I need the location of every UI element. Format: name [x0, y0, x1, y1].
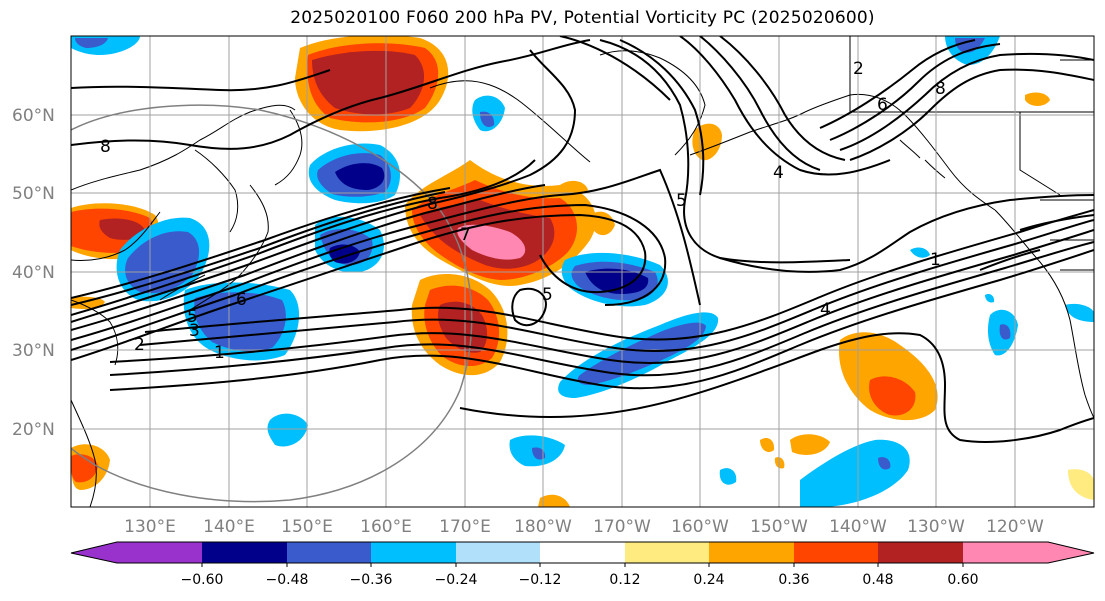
contour-label: 8 [935, 79, 946, 99]
pv-contours [71, 36, 1094, 443]
colorbar-segment [287, 542, 371, 563]
lon-label: 120°W [986, 517, 1044, 537]
map-frame [70, 35, 1095, 508]
colorbar-tick-label: 0.36 [778, 572, 809, 588]
colorbar: −0.60 −0.48 −0.36 −0.24 −0.12 0.12 0.24 … [70, 541, 1095, 588]
coastlines [71, 36, 1094, 507]
lon-label: 160°E [360, 517, 412, 537]
colorbar-segment [794, 542, 878, 563]
colorbar-over-triangle [1048, 542, 1094, 563]
contour-label: 4 [773, 163, 784, 183]
lon-label: 150°W [750, 517, 808, 537]
colorbar-under-triangle [71, 542, 117, 563]
map-title: 2025020100 F060 200 hPa PV, Potential Vo… [290, 8, 875, 28]
longitude-labels: 130°E 140°E 150°E 160°E 170°E 180°W 170°… [124, 517, 1044, 537]
lon-label: 130°E [124, 517, 176, 537]
contour-label: 4 [820, 300, 831, 320]
contour-labels: 8 8 7 6 5 3 2 1 5 5 4 4 2 6 8 1 [100, 59, 946, 363]
colorbar-segment [709, 542, 794, 563]
colorbar-tick-label: 0.48 [862, 572, 893, 588]
lat-label: 40°N [12, 263, 55, 283]
colorbar-segment [540, 542, 625, 563]
contour-label: 2 [134, 335, 145, 355]
contour-label: 8 [427, 194, 438, 214]
contour-label: 6 [236, 290, 247, 310]
contour-label: 1 [214, 343, 225, 363]
colorbar-tick-label: −0.12 [519, 572, 562, 588]
colorbar-tick-label: 0.12 [609, 572, 640, 588]
contour-label: 8 [100, 137, 111, 157]
lon-label: 130°W [907, 517, 965, 537]
lat-label: 50°N [12, 184, 55, 204]
colorbar-segment [117, 542, 202, 563]
latitude-labels: 60°N 50°N 40°N 30°N 20°N [12, 106, 55, 440]
colorbar-outline [70, 541, 1095, 564]
colorbar-tick-label: −0.48 [266, 572, 309, 588]
lon-label: 180°W [514, 517, 572, 537]
lon-label: 170°E [439, 517, 491, 537]
colorbar-segment [963, 542, 1048, 563]
contour-label: 7 [460, 225, 471, 245]
lon-label: 140°E [203, 517, 255, 537]
map-area: 8 8 7 6 5 3 2 1 5 5 4 4 2 6 8 1 [71, 36, 1094, 507]
colorbar-tick-label: 0.60 [947, 572, 978, 588]
contour-label: 2 [853, 59, 864, 79]
lon-label: 160°W [671, 517, 729, 537]
colorbar-tick-label: −0.24 [435, 572, 478, 588]
contour-label: 5 [676, 191, 687, 211]
contour-label: 5 [542, 285, 553, 305]
colorbar-tick-label: −0.60 [181, 572, 224, 588]
reference-circle [71, 104, 473, 503]
contour-label: 1 [930, 250, 941, 270]
lon-label: 140°W [829, 517, 887, 537]
contour-label: 6 [877, 95, 888, 115]
lat-label: 20°N [12, 420, 55, 440]
colorbar-segment [878, 542, 963, 563]
colorbar-segment [625, 542, 709, 563]
colorbar-tick-label: 0.24 [693, 572, 724, 588]
contour-label: 3 [189, 321, 200, 341]
lon-label: 150°E [281, 517, 333, 537]
lon-label: 170°W [593, 517, 651, 537]
lat-label: 30°N [12, 341, 55, 361]
colorbar-segment [202, 542, 287, 563]
lat-label: 60°N [12, 106, 55, 126]
colorbar-segment [371, 542, 456, 563]
colorbar-segment [456, 542, 540, 563]
colorbar-tick-label: −0.36 [350, 572, 393, 588]
contour-label: 5 [187, 307, 198, 327]
